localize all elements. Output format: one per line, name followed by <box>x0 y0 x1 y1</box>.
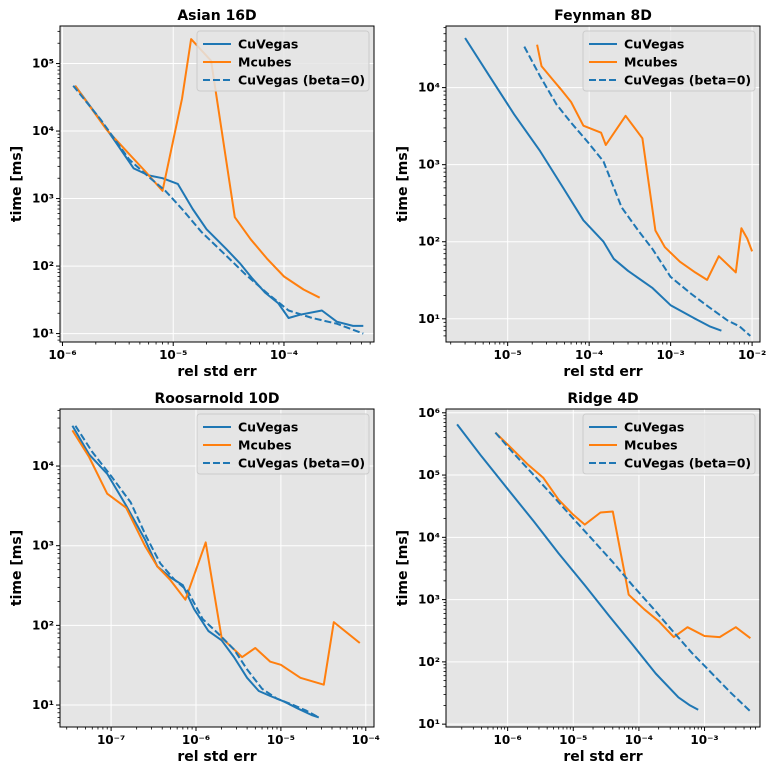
series-line-cuvegas <box>464 37 722 332</box>
chart-title: Roosarnold 10D <box>154 391 279 407</box>
series-line-cuvegas-beta-0 <box>72 85 364 335</box>
x-tick-label: 10⁻³ <box>690 733 718 747</box>
chart-panel: 10⁻⁶ 10⁻⁵ 10⁻⁴ 10¹ 10² 10³ 10⁴ 10⁵ Asian 16D rel … <box>9 8 375 380</box>
series-line-mcubes <box>536 44 754 281</box>
legend-box <box>196 30 370 92</box>
legend-label: CuVegas (beta=0) <box>624 456 751 471</box>
y-tick-label: 10² <box>32 259 54 273</box>
legend-box <box>582 30 756 92</box>
y-axis-label: time [ms] <box>395 146 411 222</box>
legend-label: CuVegas <box>238 420 298 435</box>
x-axis-label: rel std err <box>563 749 642 765</box>
y-tick-label: 10² <box>418 235 440 249</box>
axes-frame <box>59 25 375 343</box>
legend-label: Mcubes <box>238 55 292 70</box>
y-tick-label: 10³ <box>32 539 54 553</box>
y-tick-label: 10⁴ <box>32 459 54 473</box>
y-tick-label: 10⁴ <box>418 530 440 544</box>
x-axis-label: rel std err <box>177 364 256 380</box>
chart-title: Feynman 8D <box>554 8 652 24</box>
y-axis-label: time [ms] <box>9 530 25 606</box>
x-tick-label: 10⁻⁵ <box>494 348 522 362</box>
axes-frame <box>59 408 375 728</box>
chart-title: Asian 16D <box>177 8 256 24</box>
legend-label: CuVegas <box>238 37 298 52</box>
legend: CuVegas Mcubes CuVegas (beta=0) <box>196 30 370 92</box>
y-tick-label: 10⁶ <box>418 406 440 420</box>
x-tick-label: 10⁻⁴ <box>270 348 298 362</box>
axes-frame <box>445 25 761 343</box>
y-tick-label: 10² <box>32 618 54 632</box>
x-tick-label: 10⁻⁶ <box>48 348 76 362</box>
x-tick-label: 10⁻⁴ <box>575 348 603 362</box>
series-line-cuvegas-beta-0 <box>74 425 320 719</box>
legend-box <box>582 413 756 475</box>
x-tick-label: 10⁻² <box>738 348 766 362</box>
chart-panel: 10⁻⁷ 10⁻⁶ 10⁻⁵ 10⁻⁴ 10¹ 10² 10³ 10⁴ Roosarnold 1… <box>9 391 380 765</box>
y-tick-label: 10¹ <box>418 312 440 326</box>
y-axis-label: time [ms] <box>9 146 25 222</box>
legend-label: CuVegas (beta=0) <box>624 73 751 88</box>
legend: CuVegas Mcubes CuVegas (beta=0) <box>582 413 756 475</box>
series-line-mcubes <box>494 431 752 639</box>
x-axis-label: rel std err <box>177 749 256 765</box>
y-tick-label: 10⁵ <box>32 57 54 71</box>
series-group <box>456 423 752 713</box>
chart-title: Ridge 4D <box>567 391 638 407</box>
series-line-mcubes <box>71 429 361 686</box>
x-tick-label: 10⁻³ <box>656 348 684 362</box>
legend-label: Mcubes <box>238 438 292 453</box>
y-tick-label: 10³ <box>418 593 440 607</box>
x-tick-label: 10⁻⁴ <box>625 733 653 747</box>
x-axis-label: rel std err <box>563 364 642 380</box>
series-line-cuvegas <box>74 85 364 327</box>
x-tick-label: 10⁻⁵ <box>559 733 587 747</box>
legend: CuVegas Mcubes CuVegas (beta=0) <box>582 30 756 92</box>
legend-label: CuVegas <box>624 37 684 52</box>
y-tick-label: 10³ <box>418 158 440 172</box>
x-tick-label: 10⁻⁵ <box>267 733 295 747</box>
y-tick-label: 10⁴ <box>32 124 54 138</box>
y-tick-label: 10⁵ <box>418 468 440 482</box>
y-tick-label: 10¹ <box>32 698 54 712</box>
legend-label: Mcubes <box>624 438 678 453</box>
y-tick-label: 10¹ <box>32 327 54 341</box>
chart-panel: 10⁻⁶ 10⁻⁵ 10⁻⁴ 10⁻³ 10¹ 10² 10³ 10⁴ 10⁵ 10⁶ Ridge … <box>395 391 761 765</box>
series-line-cuvegas-beta-0 <box>523 46 751 337</box>
x-tick-label: 10⁻⁵ <box>159 348 187 362</box>
legend-box <box>196 413 370 475</box>
legend-label: CuVegas (beta=0) <box>238 456 365 471</box>
y-tick-label: 10³ <box>32 192 54 206</box>
y-axis-label: time [ms] <box>395 530 411 606</box>
y-tick-label: 10² <box>418 655 440 669</box>
x-tick-label: 10⁻⁷ <box>97 733 125 747</box>
y-tick-label: 10¹ <box>418 717 440 731</box>
series-line-cuvegas-beta-0 <box>494 431 752 713</box>
legend-label: CuVegas <box>624 420 684 435</box>
legend: CuVegas Mcubes CuVegas (beta=0) <box>196 413 370 475</box>
x-tick-label: 10⁻⁴ <box>352 733 380 747</box>
series-line-cuvegas <box>456 423 699 711</box>
axes-frame <box>445 408 761 728</box>
y-tick-label: 10⁴ <box>418 81 440 95</box>
legend-label: CuVegas (beta=0) <box>238 73 365 88</box>
legend-label: Mcubes <box>624 55 678 70</box>
series-group <box>71 425 361 719</box>
x-tick-label: 10⁻⁶ <box>493 733 521 747</box>
series-group <box>464 37 754 337</box>
chart-panel: 10⁻⁵ 10⁻⁴ 10⁻³ 10⁻² 10¹ 10² 10³ 10⁴ Feynman 8D re… <box>395 8 766 380</box>
x-tick-label: 10⁻⁶ <box>182 733 210 747</box>
